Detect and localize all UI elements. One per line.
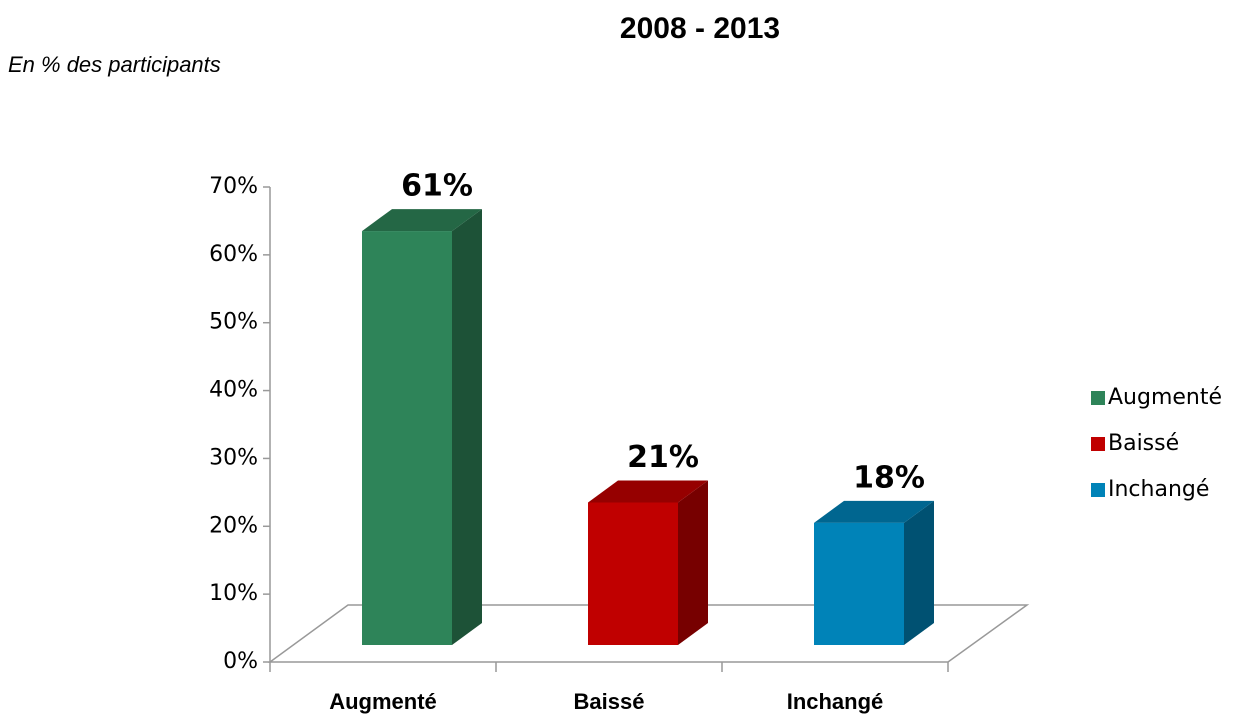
bar — [814, 522, 904, 645]
bar-group — [588, 480, 708, 645]
data-label: 61% — [401, 169, 473, 204]
data-label: 18% — [853, 460, 925, 495]
bar — [588, 502, 678, 645]
bar-side — [678, 480, 708, 645]
legend-label: Inchangé — [1108, 477, 1209, 502]
bar-group — [362, 209, 482, 646]
bar-side — [452, 209, 482, 646]
legend-swatch — [1091, 391, 1105, 405]
x-tick-label: Augmenté — [329, 689, 437, 714]
bar-top — [362, 209, 482, 232]
y-tick-label: 10% — [209, 581, 258, 606]
bar — [362, 231, 452, 646]
y-tick-label: 50% — [209, 310, 258, 335]
x-tick-label: Baissé — [574, 689, 645, 714]
x-tick-label: Inchangé — [787, 689, 884, 714]
legend-swatch — [1091, 483, 1105, 497]
legend-swatch — [1091, 437, 1105, 451]
data-label: 21% — [627, 440, 699, 475]
chart-title: 2008 - 2013 — [620, 12, 780, 45]
bar-top — [814, 500, 934, 523]
y-tick-label: 20% — [209, 513, 258, 538]
legend-label: Augmenté — [1108, 385, 1222, 410]
y-tick-label: 30% — [209, 445, 258, 470]
bar-group — [814, 500, 934, 645]
chart-subtitle: En % des participants — [8, 52, 221, 77]
y-tick-label: 0% — [223, 649, 258, 674]
legend-label: Baissé — [1108, 431, 1179, 456]
bar-top — [588, 480, 708, 503]
y-tick-label: 40% — [209, 378, 258, 403]
y-tick-label: 60% — [209, 242, 258, 267]
y-tick-label: 70% — [209, 174, 258, 199]
bar-side — [904, 500, 934, 645]
